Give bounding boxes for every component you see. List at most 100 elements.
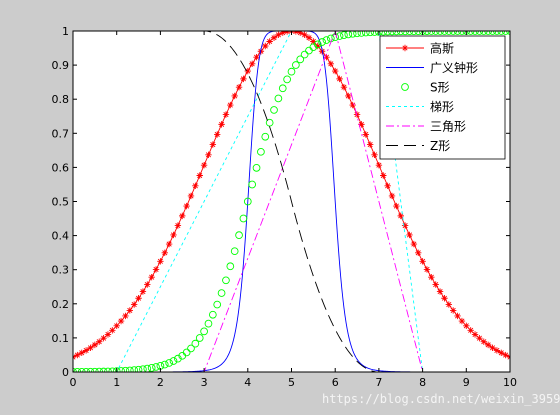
series-3-marker xyxy=(174,354,182,363)
series-1-marker xyxy=(384,182,391,189)
series-1-marker xyxy=(209,141,217,148)
y-tick-label: 0.6 xyxy=(52,161,70,174)
series-1-marker xyxy=(498,349,505,357)
series-1-marker xyxy=(314,42,321,50)
series-1-marker xyxy=(371,151,378,159)
y-tick-label: 0.9 xyxy=(52,59,70,72)
series-1-marker xyxy=(423,266,431,273)
series-1-marker xyxy=(144,281,151,288)
legend-label: 高斯 xyxy=(430,41,454,56)
series-1-marker xyxy=(231,92,238,100)
series-3-marker xyxy=(340,31,348,39)
series-3-marker xyxy=(375,31,383,36)
series-3-marker xyxy=(243,197,252,206)
series-3-marker xyxy=(265,118,274,127)
series-1-marker xyxy=(397,212,404,220)
series-1-marker xyxy=(336,75,343,83)
y-tick-label: 0.2 xyxy=(52,298,70,311)
series-3-marker xyxy=(370,31,379,36)
series-3-marker xyxy=(208,310,217,319)
series-1-marker xyxy=(218,121,225,128)
series-1-marker xyxy=(266,38,273,45)
series-1-marker xyxy=(345,92,352,100)
series-3-marker xyxy=(348,31,357,38)
legend-label: Z形 xyxy=(430,139,450,153)
series-1-marker xyxy=(235,83,243,91)
series-1-marker xyxy=(222,111,230,118)
legend-label: S形 xyxy=(430,81,450,95)
series-1-marker xyxy=(358,121,365,128)
legend-box xyxy=(379,35,506,160)
series-3-marker xyxy=(318,38,326,46)
series-1-line xyxy=(73,31,510,358)
series-1-marker xyxy=(480,338,487,345)
series-1-marker xyxy=(192,182,199,189)
series-1-marker xyxy=(165,240,173,248)
series-3-marker xyxy=(296,55,305,64)
series-1-marker xyxy=(415,249,422,257)
series-1-marker xyxy=(240,75,247,83)
series-3-marker xyxy=(361,31,370,37)
series-1-marker xyxy=(380,172,387,179)
series-1-marker xyxy=(126,307,134,314)
x-tick-label: 1 xyxy=(113,376,120,389)
series-1-marker xyxy=(484,341,492,349)
series-3-marker xyxy=(274,94,283,103)
series-1-marker xyxy=(253,54,260,61)
series-3-marker xyxy=(257,147,265,156)
axes-group: 0 1 2 3 4 5 6 7 8 9 10 0 0.1 0.2 0.3 0.4 0.5 0.6 0.7 0.8 0.9… xyxy=(52,25,518,389)
series-1-marker xyxy=(200,161,208,169)
series-3-marker xyxy=(300,50,309,59)
series-3-marker xyxy=(344,31,353,39)
series-1-marker xyxy=(340,83,348,91)
series-3-marker xyxy=(104,367,112,372)
series-3-marker xyxy=(182,348,191,357)
series-1-marker xyxy=(148,273,155,281)
series-1-marker xyxy=(78,349,85,357)
series-1-marker xyxy=(458,317,466,325)
series-3-marker xyxy=(112,367,121,372)
series-1-marker xyxy=(183,202,190,210)
series-1-marker xyxy=(196,172,203,179)
series-1-marker xyxy=(170,231,177,239)
series-1-marker xyxy=(471,331,479,338)
series-6-line xyxy=(73,31,510,372)
series-3-marker xyxy=(287,67,296,76)
series-1-marker xyxy=(152,266,160,273)
series-1-marker xyxy=(393,202,400,210)
y-tick-label: 0.3 xyxy=(52,264,70,277)
series-1-marker xyxy=(82,347,90,354)
series-3-marker xyxy=(366,31,375,37)
series-3-marker xyxy=(147,364,156,372)
series-3-marker xyxy=(125,366,134,372)
series-3-marker xyxy=(222,276,230,285)
series-3-marker xyxy=(309,43,318,52)
series-1-marker xyxy=(419,258,426,265)
y-tick-label: 0.4 xyxy=(52,230,70,243)
series-3-marker xyxy=(165,359,173,367)
series-3-marker xyxy=(235,231,243,240)
series-3-marker xyxy=(143,364,152,372)
watermark-text: https://blog.csdn.net/weixin_39599031 xyxy=(322,392,560,406)
series-1-marker xyxy=(489,344,496,351)
series-1-marker xyxy=(323,54,330,61)
series-1-marker xyxy=(375,161,383,169)
x-tick-label: 3 xyxy=(201,376,208,389)
series-3-marker xyxy=(152,363,160,371)
series-1-marker xyxy=(332,67,339,75)
series-3-marker xyxy=(134,365,143,372)
legend-label: 广义钟形 xyxy=(430,60,478,75)
series-3-marker xyxy=(195,334,204,342)
series-1-marker xyxy=(122,312,129,320)
series-3-marker xyxy=(357,31,366,37)
series-3-marker xyxy=(213,300,222,309)
series-1-marker xyxy=(179,212,186,220)
series-1-marker xyxy=(406,231,413,239)
series-1-marker xyxy=(388,192,396,200)
series-1-marker xyxy=(301,31,308,39)
series-1-marker xyxy=(205,151,212,159)
series-1-marker xyxy=(187,192,195,200)
series-1-marker xyxy=(104,331,112,338)
series-3-marker xyxy=(191,339,200,348)
series-3-marker xyxy=(248,180,257,189)
